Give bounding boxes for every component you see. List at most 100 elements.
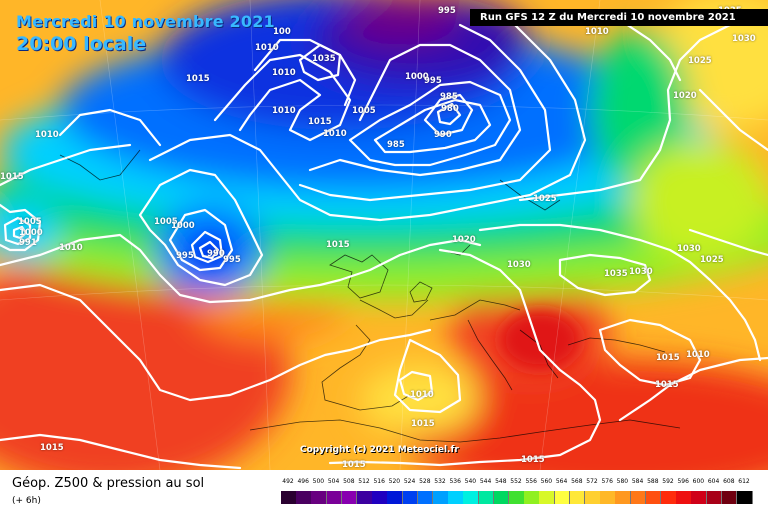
isobar-label: 1030: [507, 260, 531, 270]
isobar-label: 1010: [323, 129, 347, 139]
map-parameter-title: Géop. Z500 & pression au sol: [12, 476, 205, 491]
scale-swatch: [357, 491, 373, 504]
scale-swatch: [311, 491, 328, 504]
scale-swatch: [372, 491, 388, 504]
scale-tick-label: 532: [434, 478, 446, 485]
isobar-label: 990: [434, 130, 452, 140]
isobar-label: 990: [207, 249, 225, 259]
scale-tick-label: 596: [677, 478, 689, 485]
isobar-label: 1015: [326, 240, 350, 250]
scale-tick-label: 540: [464, 478, 477, 485]
scale-swatch: [478, 491, 495, 504]
map-canvas: [0, 0, 768, 470]
color-scale-legend: 492 496 500 504 508 512 516 520 524 528 532 536 540 5…: [281, 478, 753, 506]
isobar-label: 995: [176, 251, 194, 261]
isobar-label: 1025: [700, 255, 724, 265]
scale-tick-label: 524: [403, 478, 416, 485]
isobar-label: 1005: [154, 217, 178, 227]
scale-tick-label: 588: [647, 478, 659, 485]
scale-tick-label: 508: [343, 478, 355, 485]
forecast-map: 1010 100 1010 1035 1015 1010 1015 1010 1005 995 10…: [0, 0, 768, 470]
scale-swatch: [600, 491, 616, 504]
scale-swatch: [539, 491, 556, 504]
scale-swatch: [493, 491, 510, 504]
scale-tick-label: 580: [616, 478, 629, 485]
scale-tick-label: 528: [419, 478, 431, 485]
scale-swatch: [661, 491, 677, 504]
isobar-label: 1025: [533, 194, 557, 204]
isobar-label: 995: [438, 6, 456, 16]
isobar-label: 995: [424, 76, 442, 86]
isobar-label: 1010: [686, 350, 710, 360]
isobar-label: 100: [273, 27, 291, 37]
isobar-label: 1030: [732, 34, 756, 44]
scale-swatch: [569, 491, 586, 504]
isobar-label: 1010: [255, 43, 279, 53]
scale-swatch: [676, 491, 692, 504]
graticule: [0, 0, 768, 470]
isobar-label: 1020: [452, 235, 476, 245]
isobar-label: 1015: [655, 380, 679, 390]
scale-tick-label: 516: [373, 478, 385, 485]
isobar-label: 1015: [656, 353, 680, 363]
isobar-label: 980: [441, 104, 459, 114]
footer-bar: Géop. Z500 & pression au sol (+ 6h) 492 4…: [0, 470, 768, 512]
scale-swatch: [433, 491, 449, 504]
scale-swatch: [630, 491, 647, 504]
scale-tick-label: 556: [525, 478, 537, 485]
scale-swatch: [615, 491, 632, 504]
isobar-label: 1015: [521, 455, 545, 465]
isobar-label: 1030: [677, 244, 701, 254]
scale-tick-label: 492: [282, 478, 294, 485]
isobar-label: 1015: [308, 117, 332, 127]
scale-tick-label: 560: [540, 478, 553, 485]
scale-tick-label: 512: [358, 478, 370, 485]
isobars: [0, 8, 768, 470]
isobar-label: 1015: [342, 460, 366, 470]
scale-tick-label: 552: [510, 478, 522, 485]
forecast-time: 20:00 locale: [16, 33, 147, 55]
scale-tick-label: 544: [479, 478, 492, 485]
scale-swatch: [341, 491, 358, 504]
forecast-date: Mercredi 10 novembre 2021: [16, 12, 275, 31]
scale-tick-label: 536: [449, 478, 461, 485]
scale-swatch: [387, 491, 404, 504]
scale-tick-label: 612: [738, 478, 750, 485]
isobar-label: 1000: [405, 72, 429, 82]
isobar-label: 1035: [312, 54, 336, 64]
isobar-label: 1010: [272, 106, 296, 116]
scale-tick-label: 584: [631, 478, 644, 485]
isobar-label: 1010: [35, 130, 59, 140]
scale-tick-label: 608: [723, 478, 735, 485]
scale-tick-label: 600: [692, 478, 705, 485]
scale-tick-label: 604: [707, 478, 720, 485]
scale-swatch: [645, 491, 662, 504]
isobar-label: 1030: [629, 267, 653, 277]
isobar-label: 985: [440, 92, 458, 102]
scale-swatch: [281, 491, 297, 504]
isobar-label: 1015: [0, 172, 24, 182]
isobar-label: 1025: [688, 56, 712, 66]
scale-tick-label: 520: [388, 478, 401, 485]
isobar-label: 1005: [18, 217, 42, 227]
isobar-label: 1010: [272, 68, 296, 78]
scale-swatch: [554, 491, 571, 504]
isobar-label: 995: [223, 255, 241, 265]
scale-swatch: [463, 491, 480, 504]
scale-swatch: [296, 491, 312, 504]
scale-swatch: [417, 491, 434, 504]
isobar-label: 991: [19, 238, 37, 248]
isobar-label: 1010: [410, 390, 434, 400]
scale-tick-label: 592: [662, 478, 674, 485]
scale-tick-label: 568: [571, 478, 583, 485]
isobar-label: 985: [387, 140, 405, 150]
isobar-label: 1015: [411, 419, 435, 429]
scale-swatch: [326, 491, 343, 504]
isobar-label: 1035: [604, 269, 628, 279]
scale-tick-label: 496: [297, 478, 309, 485]
scale-swatch: [448, 491, 464, 504]
scale-tick-label: 548: [495, 478, 507, 485]
scale-tick-label: 504: [327, 478, 340, 485]
scale-swatch: [737, 491, 753, 504]
isobar-label: 1005: [352, 106, 376, 116]
